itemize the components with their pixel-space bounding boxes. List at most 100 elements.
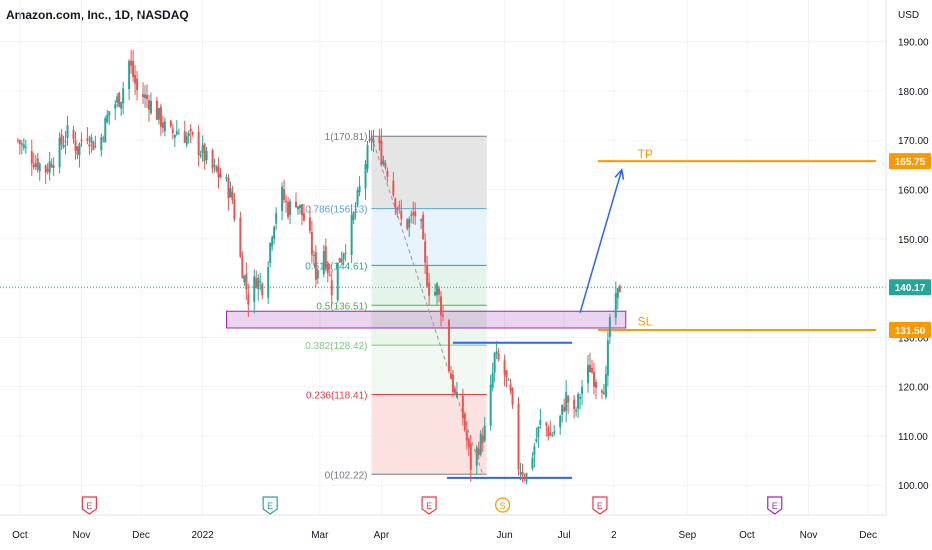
candle-body <box>205 150 208 160</box>
candle-body <box>420 219 423 222</box>
candle-body <box>78 143 81 156</box>
candle-body <box>161 122 164 129</box>
fib-level-label: 0.382(128.42) <box>305 341 367 352</box>
fib-level-label: 0.786(156.13) <box>305 205 367 216</box>
candle-body <box>479 433 482 455</box>
candle-body <box>396 207 399 211</box>
candle-body <box>217 166 220 178</box>
candle-body <box>587 364 590 384</box>
candle-body <box>451 374 454 393</box>
candle-body <box>535 438 538 442</box>
candle-body <box>344 252 347 254</box>
split-icon <box>494 497 511 513</box>
candle-body <box>551 435 554 437</box>
candle-body <box>300 204 303 216</box>
candle-body <box>606 340 609 376</box>
earnings-icon <box>421 496 437 515</box>
candle-body <box>483 425 486 441</box>
price-tag-label: 165.75 <box>895 157 926 168</box>
time-tick-label: 2022 <box>192 530 215 541</box>
time-tick-label: Oct <box>12 530 28 541</box>
candle-body <box>241 256 244 279</box>
candle-body <box>469 443 472 470</box>
event-marker: E <box>421 496 437 515</box>
candle-body <box>185 135 188 145</box>
earnings-icon <box>262 496 278 515</box>
candle-body <box>255 278 258 288</box>
candle-body <box>533 446 536 456</box>
candle-body <box>324 246 327 269</box>
candle-body <box>58 137 61 168</box>
time-tick-label: Dec <box>859 530 877 541</box>
candle-body <box>114 104 117 109</box>
candle-body <box>326 263 329 274</box>
price-tick-label: 180.00 <box>898 87 929 98</box>
candle-body <box>283 189 286 201</box>
candle-body <box>94 146 97 148</box>
candle-body <box>581 387 584 394</box>
candle-body <box>600 390 603 393</box>
candle-body <box>90 137 93 143</box>
candle-body <box>412 212 415 216</box>
target-arrow <box>579 169 623 313</box>
candle-body <box>594 381 597 388</box>
time-tick-label: Jun <box>497 530 513 541</box>
candle-body <box>519 472 522 475</box>
candle-body <box>157 108 160 120</box>
candle-body <box>183 131 186 143</box>
candle-body <box>62 144 65 148</box>
fibonacci-retracement: 1(170.81) 0.786(156.13) 0.618(144.61) 0.5(1… <box>305 132 487 481</box>
candle-body <box>173 134 176 138</box>
time-tick-label: Sep <box>678 530 696 541</box>
fib-band <box>371 208 487 266</box>
candle-body <box>350 215 353 255</box>
candle-body <box>86 138 89 142</box>
candle-body <box>428 282 431 296</box>
candle-body <box>34 163 37 167</box>
candle-body <box>38 163 41 172</box>
candle-body <box>356 190 359 206</box>
candle-body <box>102 138 105 140</box>
arrow-head <box>614 168 625 180</box>
candle-body <box>132 60 135 77</box>
chart-title: Amazon.com, Inc., 1D, NASDAQ <box>6 8 189 22</box>
time-tick-label: Jul <box>558 530 571 541</box>
candle-body <box>191 132 194 135</box>
candlestick-series <box>16 49 621 485</box>
candle-body <box>106 114 109 123</box>
price-tick-label: 190.00 <box>898 38 929 49</box>
candle-body <box>46 168 49 172</box>
candle-body <box>449 373 452 379</box>
candle-body <box>72 129 75 140</box>
candle-body <box>18 140 21 144</box>
candle-body <box>523 478 526 480</box>
candle-body <box>364 163 367 189</box>
candle-body <box>48 161 51 173</box>
candle-body <box>231 191 234 201</box>
candle-body <box>243 275 246 283</box>
price-axis-bg <box>886 0 932 550</box>
candle-body <box>187 133 190 136</box>
price-tag-label: 131.50 <box>895 326 926 337</box>
candle-body <box>310 231 313 256</box>
price-tick-label: 110.00 <box>898 432 928 443</box>
price-axis-unit: USD <box>898 10 919 21</box>
candle-body <box>285 200 288 203</box>
candle-body <box>163 121 166 132</box>
candle-body <box>467 438 470 448</box>
candle-body <box>511 388 514 405</box>
candle-body <box>475 447 478 466</box>
event-marker: E <box>262 496 278 515</box>
fib-band <box>371 345 487 395</box>
event-letter: E <box>86 501 92 511</box>
candle-body <box>296 206 299 210</box>
time-tick-label: Nov <box>800 530 818 541</box>
candle-body <box>509 384 512 391</box>
candle-body <box>74 140 77 151</box>
candle-body <box>287 202 290 217</box>
candle-body <box>604 374 607 398</box>
candle-body <box>497 353 500 360</box>
candle-body <box>275 212 278 224</box>
candle-body <box>559 415 562 428</box>
